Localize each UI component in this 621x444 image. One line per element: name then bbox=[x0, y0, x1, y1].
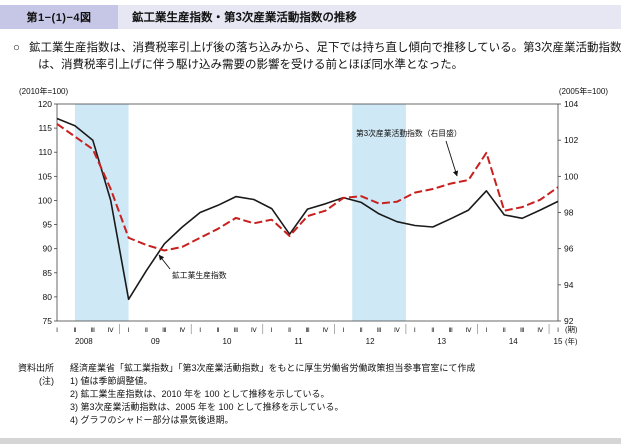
left-axis-tick-label: 105 bbox=[38, 171, 52, 181]
x-axis-quarter-label: Ⅰ bbox=[199, 327, 201, 334]
left-axis-tick-label: 115 bbox=[38, 123, 52, 133]
x-axis-quarter-label: Ⅰ bbox=[271, 327, 273, 334]
x-axis-quarter-label: Ⅰ bbox=[557, 327, 559, 334]
x-axis-quarter-label: Ⅰ bbox=[128, 327, 130, 334]
summary-paragraph: ○ 鉱工業生産指数は、消費税率引上げ後の落ち込みから、足下では持ち直し傾向で推移し… bbox=[13, 40, 621, 74]
notes-label: (注) bbox=[39, 376, 54, 386]
plot-frame bbox=[56, 103, 559, 322]
source-label: 資料出所 bbox=[18, 363, 55, 373]
left-axis-tick-label: 90 bbox=[43, 244, 53, 254]
x-axis-year-unit: (年) bbox=[565, 336, 578, 346]
x-axis-year-label: 10 bbox=[223, 337, 232, 346]
summary-text: 鉱工業生産指数は、消費税率引上げ後の落ち込みから、足下では持ち直し傾向で推移して… bbox=[28, 42, 621, 71]
x-axis-quarter-label: Ⅲ bbox=[305, 327, 309, 334]
x-axis-quarter-label: Ⅳ bbox=[537, 327, 543, 334]
annotation-arrow bbox=[445, 140, 459, 177]
x-axis-quarter-label: Ⅰ bbox=[56, 327, 58, 334]
note-item: 3) 第3次産業活動指数は、2005 年を 100 として推移を示している。 bbox=[70, 402, 344, 412]
left-axis-tick-label: 85 bbox=[43, 268, 53, 278]
x-axis-year-label: 14 bbox=[509, 337, 518, 346]
x-axis-quarter-label: Ⅲ bbox=[234, 327, 238, 334]
right-axis-tick-label: 92 bbox=[564, 316, 574, 326]
source-row: 資料出所 経済産業省「鉱工業指数」「第3次産業活動指数」をもとに厚生労働省労働政… bbox=[18, 362, 610, 375]
industrial-production-line bbox=[56, 117, 559, 301]
x-axis-year-label: 11 bbox=[294, 337, 303, 346]
x-axis-quarter-label: Ⅱ bbox=[360, 327, 363, 334]
right-axis-tick-label: 104 bbox=[564, 99, 578, 109]
x-axis-quarter-label: Ⅲ bbox=[448, 327, 452, 334]
x-axis-period-unit: (期) bbox=[565, 325, 578, 334]
x-axis-quarter-label: Ⅲ bbox=[520, 327, 524, 334]
page-bottom-edge bbox=[0, 438, 621, 444]
x-axis-quarter-label: Ⅲ bbox=[162, 327, 166, 334]
notes-list: 1) 値は季節調整値。 2) 鉱工業生産指数は、2010 年を 100 として推… bbox=[70, 375, 344, 427]
left-axis-tick-label: 75 bbox=[43, 316, 53, 326]
right-axis-tick-label: 98 bbox=[564, 208, 574, 218]
x-axis-quarter-label: Ⅰ bbox=[414, 327, 416, 334]
footer: 資料出所 経済産業省「鉱工業指数」「第3次産業活動指数」をもとに厚生労働省労働政… bbox=[18, 362, 610, 427]
x-axis-quarter-label: Ⅱ bbox=[288, 327, 291, 334]
tertiary-activity-line bbox=[56, 123, 559, 252]
annotation-label: 鉱工業生産指数 bbox=[172, 270, 227, 280]
annotation-arrow bbox=[158, 254, 171, 270]
right-axis-tick-label: 100 bbox=[564, 171, 578, 181]
x-axis-year-label: 12 bbox=[366, 337, 375, 346]
x-axis-quarter-label: Ⅳ bbox=[394, 327, 400, 334]
left-axis-tick-label: 110 bbox=[38, 147, 52, 157]
x-axis-quarter-label: Ⅳ bbox=[179, 327, 185, 334]
left-axis-unit-label: (2010年=100) bbox=[19, 87, 69, 96]
x-axis-year-label: 2008 bbox=[75, 337, 93, 346]
x-axis-quarter-label: Ⅱ bbox=[145, 327, 148, 334]
x-axis-year-label: 15 bbox=[554, 337, 563, 346]
trend-line-chart: 120 115 110 105 100 95 90 85 80 75 104 102 100 98 96 94… bbox=[38, 99, 579, 346]
left-axis-tick-label: 120 bbox=[38, 99, 52, 109]
x-axis-quarter-label: Ⅱ bbox=[503, 327, 506, 334]
x-axis-quarter-label: Ⅱ bbox=[216, 327, 219, 334]
x-axis-quarter-label: Ⅱ bbox=[73, 327, 76, 334]
figure-number: 第1−(1)−4図 bbox=[0, 5, 118, 29]
x-axis-quarter-label: Ⅳ bbox=[108, 327, 114, 334]
figure-title: 鉱工業生産指数・第3次産業活動指数の推移 bbox=[118, 5, 621, 29]
note-item: 2) 鉱工業生産指数は、2010 年を 100 として推移を示している。 bbox=[70, 389, 330, 399]
x-axis-quarter-label: Ⅲ bbox=[377, 327, 381, 334]
annotation-label: 第3次産業活動指数（右目盛） bbox=[356, 128, 462, 138]
x-axis-quarter-label: Ⅲ bbox=[91, 327, 95, 334]
note-item: 4) グラフのシャドー部分は景気後退期。 bbox=[70, 415, 234, 425]
x-axis-quarter-label: Ⅰ bbox=[342, 327, 344, 334]
right-axis-tick-label: 102 bbox=[564, 135, 578, 145]
x-axis-quarter-label: Ⅳ bbox=[322, 327, 328, 334]
right-axis-tick-label: 94 bbox=[564, 280, 574, 290]
source-text: 経済産業省「鉱工業指数」「第3次産業活動指数」をもとに厚生労働省労働政策担当参事… bbox=[70, 363, 476, 373]
x-axis-year-label: 09 bbox=[151, 337, 160, 346]
x-axis-quarter-label: Ⅳ bbox=[466, 327, 472, 334]
right-axis-tick-label: 96 bbox=[564, 244, 574, 254]
left-axis-tick-label: 100 bbox=[38, 195, 52, 205]
note-item: 1) 値は季節調整値。 bbox=[70, 376, 153, 386]
left-axis-tick-label: 80 bbox=[43, 292, 53, 302]
figure-header: 第1−(1)−4図 鉱工業生産指数・第3次産業活動指数の推移 bbox=[0, 5, 621, 29]
recession-band bbox=[74, 104, 129, 321]
notes-row: (注) 1) 値は季節調整値。 2) 鉱工業生産指数は、2010 年を 100 … bbox=[18, 375, 610, 427]
x-axis-quarter-label: Ⅳ bbox=[251, 327, 257, 334]
x-axis-year-label: 13 bbox=[437, 337, 446, 346]
left-axis-tick-label: 95 bbox=[43, 220, 53, 230]
x-axis-quarter-label: Ⅰ bbox=[485, 327, 487, 334]
right-axis-unit-label: (2005年=100) bbox=[558, 87, 608, 96]
x-axis-quarter-label: Ⅱ bbox=[431, 327, 434, 334]
recession-band bbox=[352, 104, 406, 321]
bullet-marker: ○ bbox=[13, 42, 20, 54]
